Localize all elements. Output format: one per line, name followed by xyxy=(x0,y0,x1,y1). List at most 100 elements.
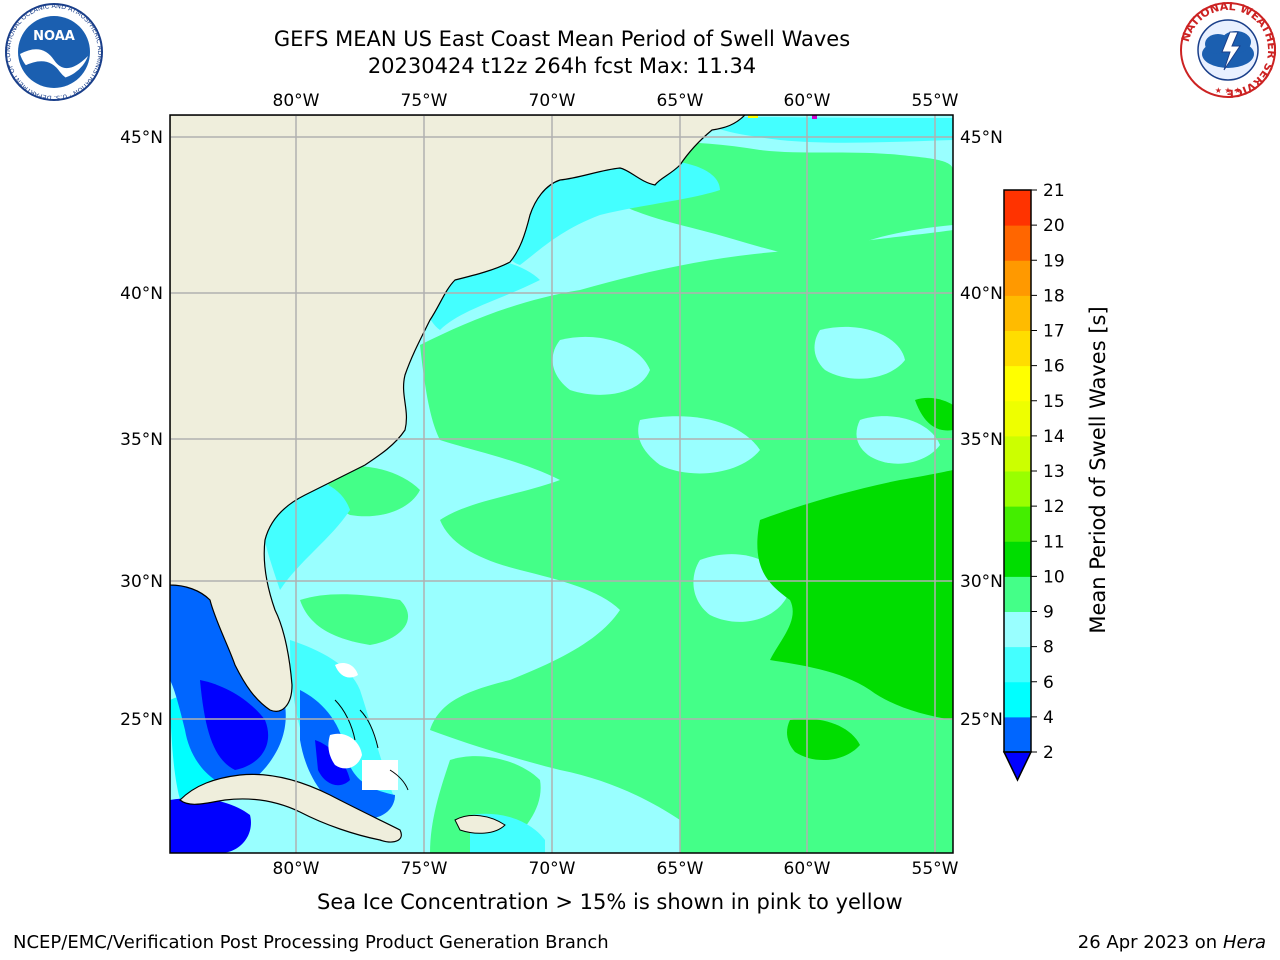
colorbar-segment xyxy=(1004,365,1031,402)
colorbar-segment xyxy=(1004,646,1031,683)
graticule xyxy=(170,115,953,853)
colorbar-segment xyxy=(1004,506,1031,542)
lat-label: 45°N xyxy=(120,128,163,148)
lat-label: 30°N xyxy=(960,572,1003,592)
colorbar-tick-label: 4 xyxy=(1043,708,1054,728)
colorbar-segment xyxy=(1004,225,1031,261)
lon-label: 55°W xyxy=(912,91,959,111)
colorbar-tick-label: 20 xyxy=(1043,216,1065,236)
colorbar-tick-label: 6 xyxy=(1043,673,1054,693)
swell-band-9-10 xyxy=(328,466,420,517)
lat-labels-left: 45°N 40°N 35°N 30°N 25°N xyxy=(120,128,163,730)
colorbar-tick-label: 10 xyxy=(1043,567,1065,587)
colorbar-tick-label: 14 xyxy=(1043,427,1065,447)
lat-label: 40°N xyxy=(120,284,163,304)
colorbar: 2 4 6 8 9 10 11 12 13 14 15 16 17 18 19 20 21 xyxy=(1002,181,1065,782)
colorbar-tick-label: 17 xyxy=(1043,322,1065,342)
lat-label: 25°N xyxy=(120,710,163,730)
colorbar-tick-label: 11 xyxy=(1043,532,1065,552)
chart-title: GEFS MEAN US East Coast Mean Period of S… xyxy=(273,27,851,51)
colorbar-tick-label: 19 xyxy=(1043,251,1065,271)
masked-area xyxy=(362,760,398,790)
colorbar-segment xyxy=(1004,576,1031,612)
svg-text:★ ★ ★: ★ ★ ★ xyxy=(1215,86,1242,95)
colorbar-segment xyxy=(1004,330,1031,367)
land-us xyxy=(170,115,746,712)
colorbar-tick-label: 13 xyxy=(1043,462,1065,482)
colorbar-segment xyxy=(1004,435,1031,472)
swell-band-2-4 xyxy=(300,690,395,819)
lat-label: 35°N xyxy=(120,430,163,450)
lon-label: 65°W xyxy=(657,91,704,111)
lon-labels-bottom: 80°W 75°W 70°W 65°W 60°W 55°W xyxy=(273,859,959,879)
footer-date-text: 26 Apr 2023 on xyxy=(1077,932,1223,953)
footer-branch: NCEP/EMC/Verification Post Processing Pr… xyxy=(13,932,609,953)
masked-area xyxy=(335,663,358,678)
colorbar-tick-label: 8 xyxy=(1043,638,1054,658)
lon-label: 70°W xyxy=(529,859,576,879)
sea-ice-mark xyxy=(748,115,758,118)
colorbar-tick-label: 2 xyxy=(1043,743,1054,763)
colorbar-tick-label: 21 xyxy=(1043,181,1065,201)
swell-band-6-8 xyxy=(498,160,720,265)
swell-band-below-2 xyxy=(170,798,251,853)
map-plot-area xyxy=(170,115,953,853)
swell-band-10-11 xyxy=(915,397,953,431)
sea-ice-note: Sea Ice Concentration > 15% is shown in … xyxy=(317,890,903,914)
footer-date: 26 Apr 2023 on Hera xyxy=(1078,932,1266,953)
noaa-logo: NATIONAL OCEANIC AND ATMOSPHERIC ADMINIS… xyxy=(2,2,104,102)
chart-subtitle: 20230424 t12z 264h fcst Max: 11.34 xyxy=(367,54,757,78)
swell-band-8-9 xyxy=(856,416,940,464)
colorbar-segment xyxy=(1004,295,1031,331)
land-hispaniola xyxy=(454,814,506,834)
lon-label: 65°W xyxy=(657,859,704,879)
swell-band-8-9 xyxy=(638,416,760,474)
sea-ice-mark xyxy=(812,115,817,119)
land-bahamas xyxy=(334,699,409,791)
swell-band-10-11 xyxy=(787,718,860,761)
colorbar-extend-arrow xyxy=(1002,751,1033,782)
colorbar-segment xyxy=(1004,681,1031,718)
colorbar-segment xyxy=(1004,471,1031,507)
lat-label: 40°N xyxy=(960,284,1003,304)
lon-label: 55°W xyxy=(912,859,959,879)
lon-label: 80°W xyxy=(273,91,320,111)
colorbar-tick-label: 18 xyxy=(1043,286,1065,306)
lon-label: 70°W xyxy=(529,91,576,111)
lat-label: 45°N xyxy=(960,128,1003,148)
lat-label: 30°N xyxy=(120,572,163,592)
colorbar-tick-label: 16 xyxy=(1043,357,1065,377)
colorbar-segment xyxy=(1004,716,1031,753)
colorbar-tick-label: 12 xyxy=(1043,497,1065,517)
lon-label: 75°W xyxy=(401,91,448,111)
lon-label: 60°W xyxy=(784,859,831,879)
masked-area xyxy=(328,733,362,769)
lon-label: 80°W xyxy=(273,859,320,879)
lon-label: 75°W xyxy=(401,859,448,879)
swell-band-below-2 xyxy=(200,680,269,770)
lon-labels-top: 80°W 75°W 70°W 65°W 60°W 55°W xyxy=(273,91,959,111)
lat-labels-right: 45°N 40°N 35°N 30°N 25°N xyxy=(960,128,1003,730)
swell-band-8-9 xyxy=(552,336,650,395)
nws-logo: NATIONAL WEATHER SERVICE ★ ★ ★ xyxy=(1179,2,1278,98)
colorbar-tick-label: 9 xyxy=(1043,603,1054,623)
colorbar-segment xyxy=(1004,400,1031,437)
colorbar-tick-label: 15 xyxy=(1043,392,1065,412)
colorbar-segment xyxy=(1004,611,1031,648)
lat-label: 25°N xyxy=(960,710,1003,730)
swell-band-9-10 xyxy=(300,594,409,645)
svg-text:NOAA: NOAA xyxy=(33,29,75,44)
lat-label: 35°N xyxy=(960,430,1003,450)
lon-label: 60°W xyxy=(784,91,831,111)
land-cuba xyxy=(179,773,402,843)
swell-band-8-9 xyxy=(814,326,905,379)
swell-band-9-10 xyxy=(420,230,953,853)
colorbar-title: Mean Period of Swell Waves [s] xyxy=(1086,306,1110,633)
colorbar-segment xyxy=(1004,260,1031,296)
colorbar-segment xyxy=(1004,541,1031,577)
map-frame xyxy=(169,114,954,854)
colorbar-segment xyxy=(1004,190,1031,226)
swell-band-below-2 xyxy=(315,740,350,786)
footer-machine: Hera xyxy=(1222,932,1266,953)
